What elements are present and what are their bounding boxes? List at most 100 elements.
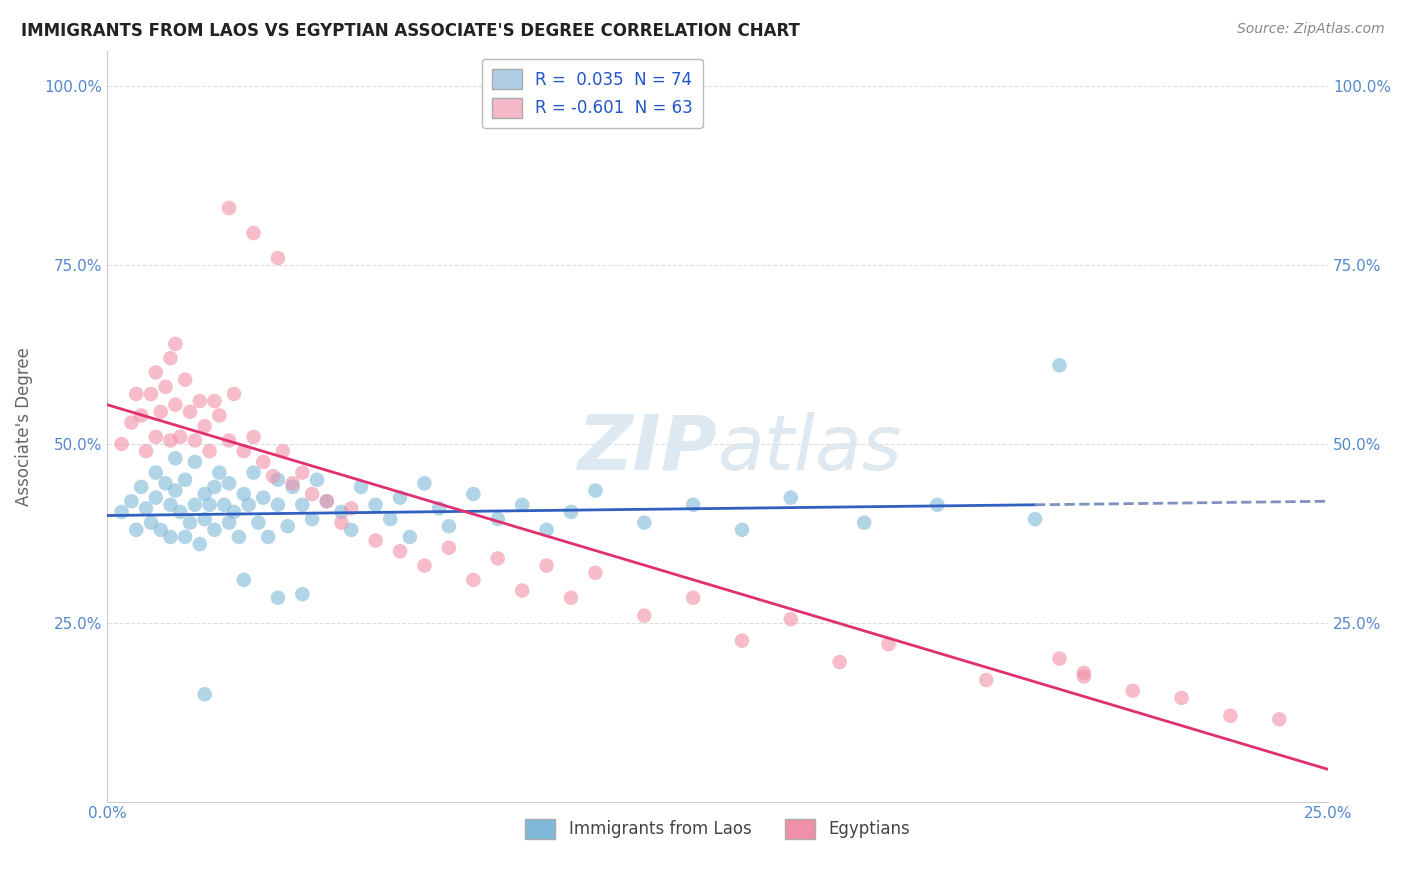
Point: [222, 505, 245, 519]
Point: [159, 434, 181, 448]
Point: [165, 337, 187, 351]
Point: [257, 530, 280, 544]
Point: [184, 498, 207, 512]
Point: [232, 444, 254, 458]
Point: [242, 430, 264, 444]
Point: [853, 516, 876, 530]
Point: [194, 419, 217, 434]
Point: [198, 444, 221, 458]
Point: [145, 430, 167, 444]
Point: [155, 476, 177, 491]
Point: [174, 373, 197, 387]
Point: [271, 444, 294, 458]
Point: [437, 519, 460, 533]
Point: [510, 583, 533, 598]
Point: [305, 473, 328, 487]
Point: [364, 533, 387, 548]
Point: [194, 487, 217, 501]
Point: [145, 466, 167, 480]
Point: [165, 483, 187, 498]
Text: Source: ZipAtlas.com: Source: ZipAtlas.com: [1237, 22, 1385, 37]
Point: [238, 498, 260, 512]
Point: [218, 476, 240, 491]
Point: [155, 380, 177, 394]
Point: [1170, 690, 1192, 705]
Point: [364, 498, 387, 512]
Point: [1049, 651, 1071, 665]
Point: [486, 551, 509, 566]
Point: [267, 498, 290, 512]
Point: [1219, 708, 1241, 723]
Point: [330, 505, 353, 519]
Point: [427, 501, 450, 516]
Point: [129, 480, 152, 494]
Point: [232, 487, 254, 501]
Point: [1049, 359, 1071, 373]
Point: [174, 473, 197, 487]
Point: [536, 523, 558, 537]
Point: [242, 466, 264, 480]
Point: [247, 516, 270, 530]
Point: [1024, 512, 1046, 526]
Point: [315, 494, 337, 508]
Point: [267, 591, 290, 605]
Point: [198, 498, 221, 512]
Point: [340, 501, 363, 516]
Text: IMMIGRANTS FROM LAOS VS EGYPTIAN ASSOCIATE'S DEGREE CORRELATION CHART: IMMIGRANTS FROM LAOS VS EGYPTIAN ASSOCIA…: [21, 22, 800, 40]
Point: [398, 530, 420, 544]
Point: [536, 558, 558, 573]
Text: ZIP: ZIP: [578, 411, 717, 485]
Point: [174, 530, 197, 544]
Point: [218, 434, 240, 448]
Point: [145, 366, 167, 380]
Point: [188, 394, 211, 409]
Point: [204, 480, 226, 494]
Point: [463, 573, 485, 587]
Point: [159, 498, 181, 512]
Point: [139, 387, 162, 401]
Point: [330, 516, 353, 530]
Point: [380, 512, 402, 526]
Point: [252, 491, 274, 505]
Point: [463, 487, 485, 501]
Point: [633, 516, 655, 530]
Point: [277, 519, 299, 533]
Point: [184, 434, 207, 448]
Point: [927, 498, 949, 512]
Point: [731, 633, 754, 648]
Point: [267, 251, 290, 265]
Point: [159, 530, 181, 544]
Point: [560, 591, 582, 605]
Point: [315, 494, 337, 508]
Point: [218, 201, 240, 215]
Text: atlas: atlas: [717, 411, 903, 485]
Point: [184, 455, 207, 469]
Legend: Immigrants from Laos, Egyptians: Immigrants from Laos, Egyptians: [519, 812, 917, 846]
Point: [129, 409, 152, 423]
Point: [208, 409, 231, 423]
Point: [222, 387, 245, 401]
Point: [291, 587, 314, 601]
Point: [262, 469, 284, 483]
Point: [731, 523, 754, 537]
Point: [242, 226, 264, 240]
Point: [583, 483, 606, 498]
Point: [1122, 683, 1144, 698]
Point: [204, 394, 226, 409]
Point: [159, 351, 181, 366]
Point: [204, 523, 226, 537]
Point: [149, 523, 172, 537]
Point: [135, 501, 157, 516]
Point: [232, 573, 254, 587]
Point: [633, 608, 655, 623]
Point: [252, 455, 274, 469]
Point: [1073, 665, 1095, 680]
Point: [560, 505, 582, 519]
Point: [1073, 669, 1095, 683]
Point: [301, 487, 323, 501]
Point: [291, 498, 314, 512]
Point: [194, 687, 217, 701]
Point: [208, 466, 231, 480]
Point: [125, 387, 148, 401]
Point: [779, 612, 801, 626]
